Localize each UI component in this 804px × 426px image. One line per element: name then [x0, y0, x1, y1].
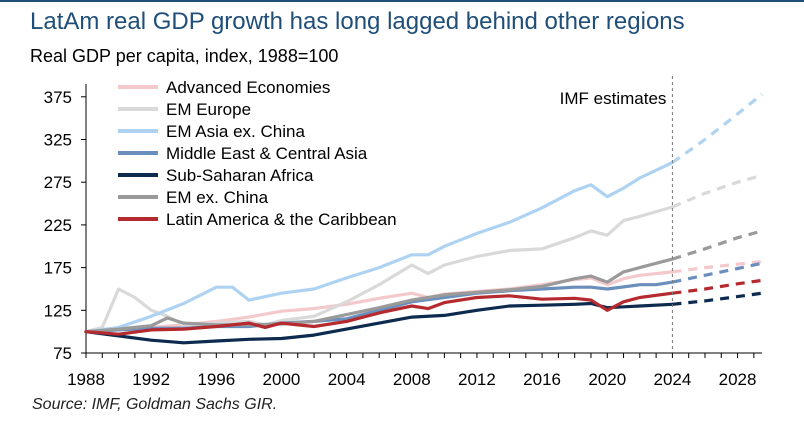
legend-label-5: EM ex. China: [166, 188, 269, 207]
x-tick-label: 2024: [653, 370, 691, 389]
y-tick-label: 325: [44, 131, 72, 150]
series-line-1: [84, 205, 675, 334]
series-forecast-6: [672, 278, 763, 295]
series-forecast-3: [672, 261, 763, 284]
chart-subtitle: Real GDP per capita, index, 1988=100: [30, 46, 339, 66]
top-rule: [0, 0, 804, 6]
x-tick-label: 2008: [393, 370, 431, 389]
legend-label-1: EM Europe: [166, 100, 251, 119]
legend-label-2: EM Asia ex. China: [166, 122, 305, 141]
y-tick-label: 75: [53, 344, 72, 363]
series-line-2: [84, 161, 675, 334]
legend-label-3: Middle East & Central Asia: [166, 144, 368, 163]
series-forecast-4: [672, 291, 763, 306]
series-forecast-1: [671, 173, 763, 209]
chart-title: LatAm real GDP growth has long lagged be…: [30, 8, 685, 35]
x-tick-label: 2016: [523, 370, 561, 389]
x-tick-label: 1996: [197, 370, 235, 389]
x-tick-label: 2012: [458, 370, 496, 389]
y-tick-label: 275: [44, 173, 72, 192]
x-tick-label: 2004: [328, 370, 366, 389]
series-line-5: [84, 257, 675, 334]
x-tick-label: 2000: [263, 370, 301, 389]
x-tick-label: 2020: [588, 370, 626, 389]
series-line-4: [84, 301, 675, 345]
y-tick-label: 175: [44, 259, 72, 278]
series-forecast-5: [671, 229, 763, 261]
legend-label-6: Latin America & the Caribbean: [166, 210, 397, 229]
y-tick-label: 375: [44, 88, 72, 107]
series-forecast-0: [672, 260, 763, 274]
series-forecast-2: [671, 92, 764, 164]
legend-label-4: Sub-Saharan Africa: [166, 166, 314, 185]
y-tick-label: 225: [44, 216, 72, 235]
x-tick-label: 2028: [719, 370, 757, 389]
annotation-label: IMF estimates: [560, 89, 667, 108]
source-note: Source: IMF, Goldman Sachs GIR.: [32, 396, 278, 413]
x-tick-label: 1988: [67, 370, 105, 389]
x-tick-label: 1992: [132, 370, 170, 389]
series-line-6: [84, 291, 675, 336]
legend-label-0: Advanced Economies: [166, 78, 330, 97]
y-tick-label: 125: [44, 301, 72, 320]
